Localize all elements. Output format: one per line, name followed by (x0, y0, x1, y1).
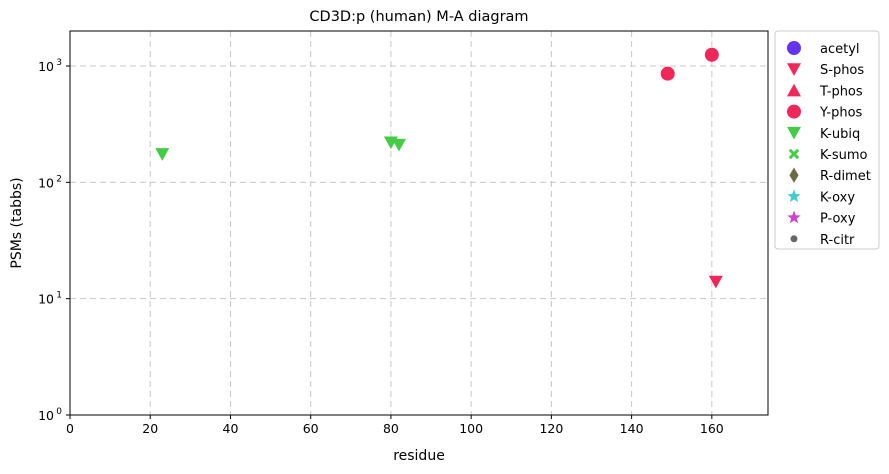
legend-marker-k-ubiq (787, 126, 801, 140)
y-axis-label: PSMs (tabbs) (9, 177, 25, 268)
legend-label-y-phos: Y-phos (819, 106, 863, 121)
legend-marker-s-phos (787, 63, 801, 76)
data-points (155, 47, 723, 289)
y-tick-label: 10 (38, 292, 54, 307)
legend-label-acetyl: acetyl (820, 42, 860, 57)
legend-label-t-phos: T-phos (819, 84, 863, 99)
legend-marker-acetyl (787, 41, 801, 55)
plot-frame (69, 30, 769, 416)
x-tick-label: 0 (66, 421, 74, 436)
y-tick-label: 10 (38, 59, 54, 74)
y-tick-exponent: 2 (56, 174, 62, 184)
y-tick-exponent: 3 (56, 58, 62, 68)
legend-marker-p-oxy (787, 210, 801, 224)
y-tick-label: 10 (38, 175, 54, 190)
x-tick-label: 160 (700, 421, 724, 436)
y-tick-label: 10 (38, 408, 54, 423)
y-tick-exponent: 0 (56, 407, 62, 417)
x-axis-label: residue (393, 448, 445, 464)
legend-marker-y-phos (787, 104, 801, 119)
legend-label-r-citr: R-citr (820, 233, 855, 248)
legend-marker-t-phos (787, 83, 801, 97)
legend-marker-k-oxy (787, 189, 801, 203)
data-point-y-phos (704, 47, 719, 62)
chart-title: CD3D:p (human) M-A diagram (309, 9, 528, 25)
grid (70, 31, 768, 415)
y-tick-exponent: 1 (56, 291, 62, 301)
x-tick-label: 40 (223, 421, 239, 436)
x-tick-label: 120 (539, 421, 563, 436)
legend-label-s-phos: S-phos (820, 63, 864, 78)
data-point-k-ubiq (155, 148, 170, 161)
legend-marker-k-sumo (788, 148, 800, 160)
legend-label-k-oxy: K-oxy (820, 190, 855, 205)
x-tick-label: 80 (383, 421, 399, 436)
legend: acetyl S-phos T-phos Y-phos K-ubiq K-sumo R-di… (774, 30, 880, 250)
legend-marker-r-citr (790, 235, 798, 243)
x-tick-label: 140 (620, 421, 644, 436)
legend-label-k-ubiq: K-ubiq (820, 127, 860, 142)
legend-marker-r-dimet (789, 167, 799, 183)
x-tick-label: 20 (142, 421, 158, 436)
legend-label-k-sumo: K-sumo (820, 148, 868, 163)
data-point-y-phos (660, 66, 675, 81)
data-point-k-ubiq (391, 138, 406, 152)
x-tick-label: 100 (459, 421, 483, 436)
legend-label-r-dimet: R-dimet (820, 169, 871, 184)
legend-frame (774, 30, 880, 250)
legend-label-p-oxy: P-oxy (820, 212, 856, 227)
x-tick-label: 60 (303, 421, 319, 436)
data-point-s-phos (708, 275, 723, 289)
